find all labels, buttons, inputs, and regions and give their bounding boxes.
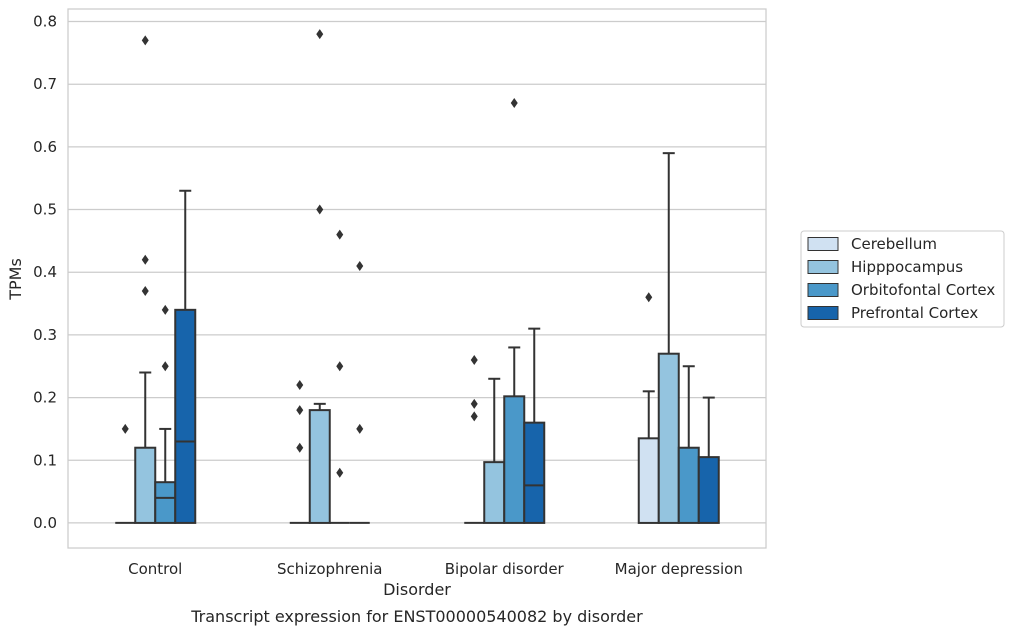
box <box>657 352 680 524</box>
outlier-point <box>141 254 149 265</box>
box <box>523 421 546 524</box>
y-tick-label: 0.7 <box>33 75 57 93</box>
plot-area <box>67 8 767 549</box>
outlier-point <box>645 292 653 303</box>
x-tick-label: Control <box>128 560 182 578</box>
y-tick-label: 0.2 <box>33 389 57 407</box>
legend-swatch <box>807 283 839 297</box>
box <box>697 456 720 524</box>
chart-caption: Transcript expression for ENST0000054008… <box>190 607 643 626</box>
box <box>308 409 331 524</box>
legend-label: Prefrontal Cortex <box>851 304 978 322</box>
outlier-point <box>141 286 149 297</box>
box <box>134 446 157 524</box>
outlier-points <box>121 29 653 478</box>
outlier-point <box>470 411 478 422</box>
x-tick-label: Schizophrenia <box>277 560 382 578</box>
y-axis-title: TPMs <box>6 258 25 301</box>
outlier-point <box>316 204 324 215</box>
outlier-point <box>356 260 364 271</box>
box <box>503 395 526 524</box>
outlier-point <box>316 29 324 40</box>
y-tick-label: 0.5 <box>33 201 57 219</box>
x-axis-title: Disorder <box>383 580 451 599</box>
outlier-point <box>161 361 169 372</box>
y-tick-label: 0.8 <box>33 13 57 31</box>
y-tick-label: 0.1 <box>33 451 57 469</box>
legend-swatch <box>807 237 839 251</box>
outlier-point <box>296 442 304 453</box>
y-tick-label: 0.6 <box>33 138 57 156</box>
legend: Cerebellum Hipppocampus Orbitofontal Corte… <box>800 230 1005 328</box>
y-tick-labels: 0.0 0.1 0.2 0.3 0.4 0.5 0.6 0.7 0.8 <box>33 13 57 532</box>
box <box>174 308 197 524</box>
legend-label: Cerebellum <box>851 235 937 253</box>
outlier-point <box>141 35 149 46</box>
box <box>154 481 177 524</box>
outlier-point <box>296 405 304 416</box>
box <box>637 437 660 524</box>
x-tick-labels: Control Schizophrenia Bipolar disorder Majo… <box>128 560 743 578</box>
outlier-point <box>356 423 364 434</box>
box <box>483 461 506 524</box>
outlier-point <box>296 380 304 391</box>
legend-swatch <box>807 306 839 320</box>
y-tick-label: 0.0 <box>33 514 57 532</box>
outlier-point <box>336 361 344 372</box>
legend-label: Hipppocampus <box>851 258 963 276</box>
x-tick-label: Major depression <box>615 560 743 578</box>
outlier-point <box>470 354 478 365</box>
y-tick-label: 0.3 <box>33 326 57 344</box>
x-tick-label: Bipolar disorder <box>445 560 565 578</box>
legend-swatch <box>807 260 839 274</box>
outlier-point <box>121 423 129 434</box>
outlier-point <box>161 304 169 315</box>
y-tick-label: 0.4 <box>33 263 57 281</box>
legend-label: Orbitofontal Cortex <box>851 281 995 299</box>
box-series <box>115 152 720 524</box>
outlier-point <box>336 467 344 478</box>
outlier-point <box>470 398 478 409</box>
legend-frame <box>800 230 1005 328</box>
box <box>677 446 700 524</box>
outlier-point <box>336 229 344 240</box>
outlier-point <box>510 98 518 109</box>
